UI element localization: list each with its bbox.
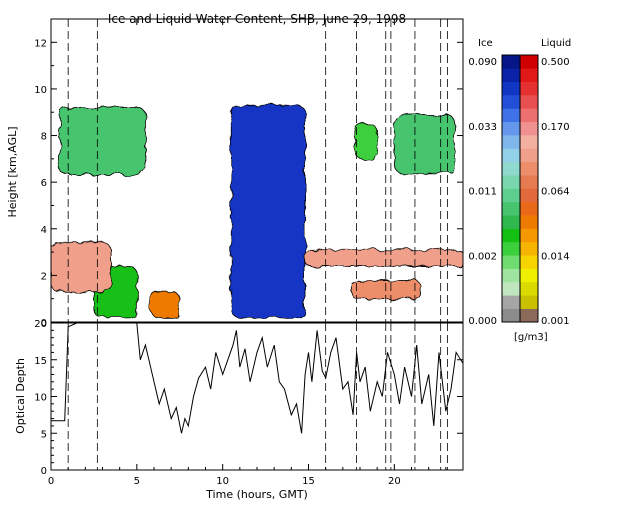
ice-cloud-region-3 xyxy=(354,123,378,160)
liquid-scale-swatch xyxy=(520,201,538,216)
liquid-scale-swatch xyxy=(520,268,538,283)
liquid-scale-swatch xyxy=(520,228,538,243)
liquid-cloud-region-9 xyxy=(150,291,181,318)
liquid-scale-swatch xyxy=(520,188,538,203)
ice-scale-swatch xyxy=(502,241,520,256)
ice-scale-swatch xyxy=(502,148,520,163)
liquid-tick-label: 0.064 xyxy=(541,187,570,198)
dashed-markers-top xyxy=(67,19,448,322)
time-axis-label: Time (hours, GMT) xyxy=(205,488,308,501)
liquid-scale-swatch xyxy=(520,308,538,323)
ice-scale-swatch xyxy=(502,55,520,69)
height-axis-label: Height [km,AGL] xyxy=(6,126,19,217)
time-tick-label: 5 xyxy=(134,476,140,487)
time-tick-label: 20 xyxy=(388,476,401,487)
colorbar-liquid-title: Liquid xyxy=(541,38,571,49)
ice-scale-swatch xyxy=(502,215,520,229)
optical-depth-tick-label: 15 xyxy=(34,356,47,367)
liquid-scale-swatch xyxy=(520,108,538,123)
height-tick-label: 6 xyxy=(41,178,47,189)
liquid-scale-swatch xyxy=(520,295,538,309)
liquid-scale-swatch xyxy=(520,68,538,82)
liquid-cloud-region-6 xyxy=(51,242,112,293)
liquid-scale-swatch xyxy=(520,55,538,69)
ice-cloud-region-1 xyxy=(59,107,146,176)
liquid-tick-label: 0.500 xyxy=(541,57,570,68)
ice-tick-label: 0.090 xyxy=(468,57,497,68)
optical-depth-axis-label: Optical Depth xyxy=(14,358,27,434)
time-tick-label: 15 xyxy=(302,476,315,487)
colorbar-tick-labels: 0.000 0.001 0.002 0.014 0.011 0.064 0.033 0.170… xyxy=(468,57,569,327)
ice-scale-swatch xyxy=(502,201,520,216)
colorbar-unit: [g/m3] xyxy=(514,332,548,343)
optical-depth-tick-label: 5 xyxy=(41,429,47,440)
optical-depth-series xyxy=(51,323,463,434)
liquid-color-scale xyxy=(519,54,539,323)
height-tick-label: 4 xyxy=(41,225,47,236)
liquid-scale-swatch xyxy=(520,121,538,136)
height-tick-label: 8 xyxy=(41,132,47,143)
ice-scale-swatch xyxy=(502,268,520,283)
liquid-scale-swatch xyxy=(520,95,538,109)
ice-color-scale xyxy=(501,54,521,323)
ice-scale-swatch xyxy=(502,81,520,96)
ice-scale-swatch xyxy=(502,135,520,149)
time-axis: 0 5 10 15 20 xyxy=(48,19,464,487)
water-content-panel: 0 2 4 6 8 10 12 Height [km,AGL] xyxy=(6,18,464,329)
liquid-scale-swatch xyxy=(520,215,538,229)
liquid-tick-label: 0.001 xyxy=(541,316,570,327)
ice-cloud-region-2 xyxy=(230,104,306,318)
ice-tick-label: 0.002 xyxy=(468,251,497,262)
ice-scale-swatch xyxy=(502,255,520,269)
height-tick-label: 0 xyxy=(41,318,47,329)
ice-cloud-region-4 xyxy=(393,114,455,174)
ice-tick-label: 0.011 xyxy=(468,187,497,198)
ice-scale-swatch xyxy=(502,281,520,296)
liquid-tick-label: 0.014 xyxy=(541,251,570,262)
optical-depth-tick-label: 0 xyxy=(41,466,47,477)
ice-scale-swatch xyxy=(502,175,520,189)
ice-scale-swatch xyxy=(502,68,520,82)
liquid-scale-frame xyxy=(519,54,539,323)
optical-depth-axis: 0 5 10 15 20 xyxy=(34,319,463,477)
height-tick-label: 10 xyxy=(34,85,47,96)
height-tick-label: 12 xyxy=(34,38,47,49)
liquid-scale-swatch xyxy=(520,175,538,189)
ice-tick-label: 0.000 xyxy=(468,316,497,327)
top-plot-frame xyxy=(50,18,464,323)
liquid-scale-swatch xyxy=(520,81,538,96)
time-tick-label: 0 xyxy=(48,476,54,487)
optical-depth-tick-label: 20 xyxy=(34,319,47,330)
ice-tick-label: 0.033 xyxy=(468,122,497,133)
optical-depth-tick-label: 10 xyxy=(34,393,47,404)
ice-scale-swatch xyxy=(502,95,520,109)
ice-scale-swatch xyxy=(502,308,520,323)
ice-scale-swatch xyxy=(502,161,520,176)
ice-scale-swatch xyxy=(502,188,520,203)
height-axis: 0 2 4 6 8 10 12 xyxy=(34,18,463,329)
liquid-scale-swatch xyxy=(520,241,538,256)
ice-scale-swatch xyxy=(502,295,520,309)
liquid-scale-swatch xyxy=(520,255,538,269)
liquid-scale-swatch xyxy=(520,148,538,163)
dashed-markers-bottom xyxy=(67,323,448,470)
colorbar: Ice Liquid 0.000 0.001 0.002 0.014 0.011 0.06… xyxy=(468,38,571,343)
time-tick-label: 10 xyxy=(216,476,229,487)
liquid-scale-swatch xyxy=(520,161,538,176)
liquid-scale-swatch xyxy=(520,281,538,296)
bottom-plot-frame xyxy=(50,322,464,471)
ice-scale-swatch xyxy=(502,121,520,136)
colorbar-ice-title: Ice xyxy=(478,38,493,49)
liquid-scale-swatch xyxy=(520,135,538,149)
cloud-field xyxy=(51,104,463,318)
ice-scale-swatch xyxy=(502,108,520,123)
liquid-cloud-region-7 xyxy=(304,249,463,267)
ice-scale-swatch xyxy=(502,228,520,243)
height-tick-label: 2 xyxy=(41,271,47,282)
liquid-tick-label: 0.170 xyxy=(541,122,570,133)
